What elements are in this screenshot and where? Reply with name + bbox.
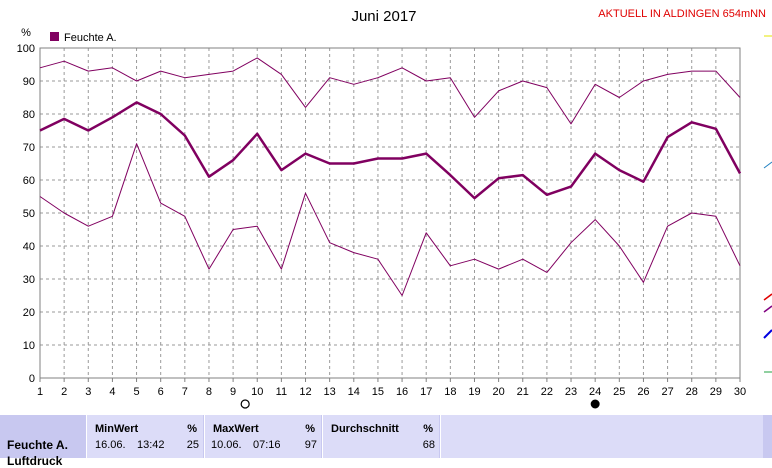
x-tick-label: 30 [734,386,746,398]
x-tick-label: 26 [637,386,649,398]
y-tick-label: 70 [23,142,35,154]
min-unit: % [187,423,197,435]
chart-subtitle: AKTUELL IN ALDINGEN 654mNN [598,8,766,20]
x-tick-label: 9 [230,386,236,398]
x-tick-label: 2 [61,386,67,398]
series [39,57,742,296]
stats-sensor-name-second: Luftdruck [7,454,63,468]
y-axis-unit: % [21,27,31,39]
stats-sensor-name: Feuchte A. [7,438,68,452]
legend-swatch [50,32,59,41]
x-tick-label: 15 [372,386,384,398]
x-tick-label: 19 [468,386,480,398]
x-tick-label: 29 [710,386,722,398]
y-axis-ticks: 0 10 20 30 40 50 60 70 80 90 100 [17,43,35,385]
series-line-mean [39,101,742,200]
x-tick-label: 10 [251,386,263,398]
x-tick-label: 1 [37,386,43,398]
min-time: 13:42 [137,439,165,451]
x-tick-label: 6 [158,386,164,398]
x-tick-label: 12 [299,386,311,398]
y-tick-label: 100 [17,43,35,55]
max-value: 97 [304,439,317,451]
min-header: MinWert [95,423,139,435]
max-header: MaxWert [213,423,259,435]
min-value: 25 [186,439,199,451]
x-tick-label: 17 [420,386,432,398]
x-tick-label: 18 [444,386,456,398]
x-tick-label: 3 [85,386,91,398]
x-tick-label: 13 [324,386,336,398]
y-tick-label: 20 [23,307,35,319]
max-time: 07:16 [253,439,281,451]
min-value-cell: MinWert % 16.06. 13:42 25 [86,415,203,458]
statistics-panel: Feuchte A. Luftdruck MinWert % 16.06. 13… [0,415,772,468]
x-tick-label: 20 [492,386,504,398]
chart: Juni 2017 AKTUELL IN ALDINGEN 654mNN % F… [17,8,772,409]
x-axis-ticks: 1 2 3 4 5 6 7 8 9 10 11 12 13 14 15 16 17 18 19 20 21 22 23 24 2… [37,378,746,398]
full-moon-marker [240,399,250,409]
y-tick-label: 0 [29,373,35,385]
average-cell: Durchschnitt % 68 [322,415,439,458]
x-tick-label: 14 [348,386,360,398]
y-tick-label: 60 [23,175,35,187]
x-tick-label: 4 [109,386,115,398]
x-tick-label: 16 [396,386,408,398]
max-unit: % [305,423,315,435]
moon-markers [240,399,600,409]
chart-title: Juni 2017 [351,8,416,25]
x-tick-label: 11 [276,386,287,398]
max-date: 10.06. [211,439,242,451]
x-tick-label: 5 [133,386,139,398]
y-tick-label: 30 [23,274,35,286]
x-tick-label: 28 [686,386,698,398]
x-tick-label: 24 [589,386,601,398]
right-edge-marks [763,35,772,373]
empty-cell [440,415,763,458]
series-line-max [39,57,741,125]
x-tick-label: 27 [661,386,673,398]
average-unit: % [423,423,433,435]
grid [40,48,740,378]
y-tick-label: 40 [23,241,35,253]
legend-label: Feuchte A. [64,32,117,44]
x-tick-label: 22 [541,386,553,398]
y-tick-label: 50 [23,208,35,220]
x-tick-label: 21 [517,386,529,398]
y-tick-label: 90 [23,76,35,88]
series-line-min [39,143,741,296]
min-date: 16.06. [95,439,126,451]
new-moon-marker [590,399,600,409]
x-tick-label: 8 [206,386,212,398]
y-tick-label: 80 [23,109,35,121]
average-value: 68 [422,439,435,451]
average-header: Durchschnitt [331,423,399,435]
x-tick-label: 23 [565,386,577,398]
x-tick-label: 7 [182,386,188,398]
x-tick-label: 25 [613,386,625,398]
plot-frame [39,47,741,379]
y-tick-label: 10 [23,340,35,352]
max-value-cell: MaxWert % 10.06. 07:16 97 [204,415,321,458]
